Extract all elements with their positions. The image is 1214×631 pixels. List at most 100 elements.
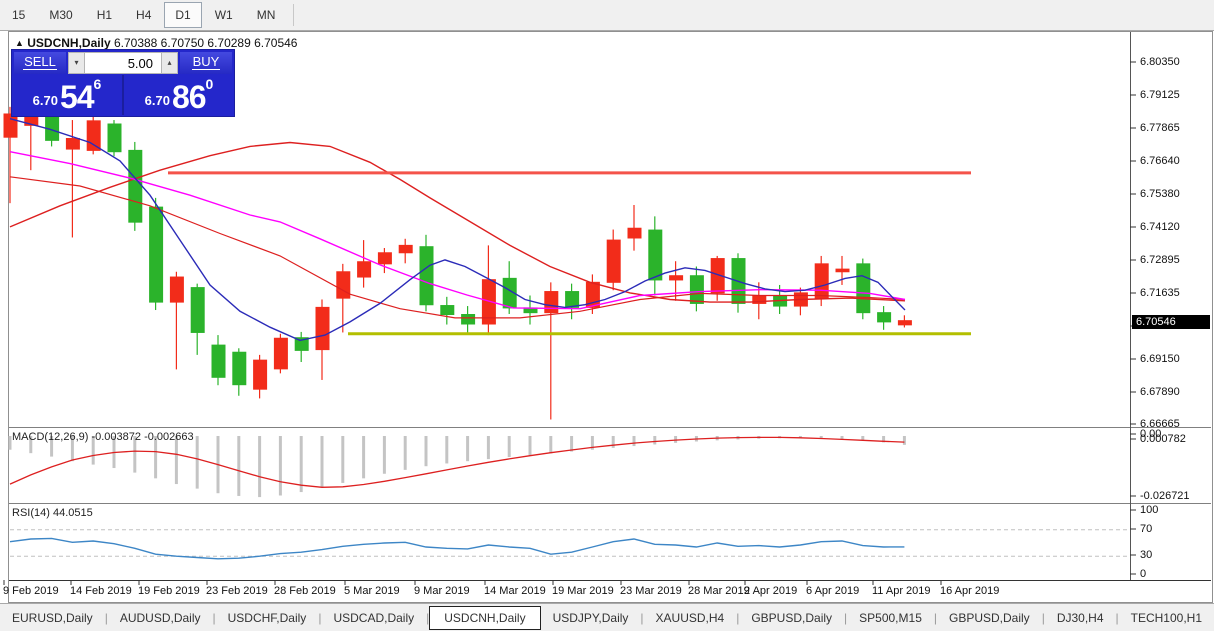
candle-body: [86, 120, 101, 151]
tab-separator: |: [736, 611, 740, 625]
price-axis-label: 6.76640: [1140, 155, 1180, 167]
macd-axis-label: -0.026721: [1140, 490, 1190, 502]
price-axis-label: 6.79125: [1140, 89, 1180, 101]
price-divider: [122, 75, 124, 115]
symbol-tab-tech100-11[interactable]: TECH100,H1: [1130, 611, 1202, 625]
volume-increase-button[interactable]: ▴: [161, 52, 178, 74]
date-label: 2 Apr 2019: [744, 585, 798, 597]
sell-price-small: 6.70: [32, 93, 58, 108]
candle-body: [294, 337, 309, 351]
candle-body: [606, 239, 621, 283]
date-label: 23 Feb 2019: [206, 585, 268, 597]
volume-spinner: ▾ ▴: [68, 52, 178, 74]
rsi-axis-label: 100: [1140, 504, 1159, 516]
tab-separator: |: [104, 611, 108, 625]
buy-price-sup: 0: [205, 76, 214, 92]
candle-body: [128, 149, 143, 223]
symbol-tab-bar: EURUSD,Daily | AUDUSD,Daily | USDCHF,Daily | U…: [0, 603, 1214, 631]
price-axis-label: 6.66665: [1140, 418, 1180, 430]
timeframe-button-15[interactable]: 15: [12, 8, 26, 22]
timeframe-button-m30[interactable]: M30: [49, 8, 73, 22]
date-label: 6 Apr 2019: [806, 585, 860, 597]
toolbar-separator: [293, 4, 295, 26]
candle-body: [648, 229, 663, 281]
sell-price-big: 54: [59, 79, 95, 115]
timeframe-button-mn[interactable]: MN: [256, 8, 276, 22]
chart-symbol-period: USDCNH,Daily: [27, 36, 111, 50]
price-axis-label: 6.72895: [1140, 254, 1180, 266]
timeframe-toolbar: 15 M30 H1 H4 D1 W1 MN: [0, 0, 1214, 31]
candle-body: [149, 206, 164, 303]
price-axis-label: 6.75380: [1140, 188, 1180, 200]
candle-body: [107, 123, 122, 153]
sell-button[interactable]: SELL: [14, 52, 66, 74]
volume-decrease-button[interactable]: ▾: [68, 52, 85, 74]
date-label: 11 Apr 2019: [872, 585, 931, 597]
rsi-axis-label: 0: [1140, 568, 1147, 580]
symbol-tab-sp500-8[interactable]: SP500,M15: [859, 611, 922, 625]
date-label: 19 Feb 2019: [138, 585, 200, 597]
symbol-tab-usdjpy-5[interactable]: USDJPY,Daily: [552, 611, 629, 625]
buy-price-small: 6.70: [144, 93, 170, 108]
candle-body: [65, 138, 80, 150]
candle-body: [315, 306, 330, 351]
candle-body: [669, 275, 684, 281]
sell-button-label: SELL: [23, 54, 57, 70]
price-axis-label: 6.80350: [1140, 56, 1180, 68]
timeframe-button-h4[interactable]: H4: [136, 8, 152, 22]
symbol-tab-eurusd-0[interactable]: EURUSD,Daily: [12, 611, 93, 625]
timeframe-button-w1[interactable]: W1: [214, 8, 233, 22]
buy-button[interactable]: BUY: [180, 52, 232, 74]
volume-input[interactable]: [85, 52, 161, 74]
candle-body: [336, 271, 351, 299]
buy-price-display[interactable]: 6.70 86 0: [124, 75, 234, 115]
chevron-down-icon: ▾: [74, 58, 79, 67]
symbol-tab-usdchf-2[interactable]: USDCHF,Daily: [227, 611, 307, 625]
candle-body: [544, 291, 559, 314]
tab-separator: |: [1041, 611, 1045, 625]
date-label: 28 Feb 2019: [274, 585, 336, 597]
symbol-marker-icon: ▲: [15, 38, 24, 48]
symbol-tab-dj30-10[interactable]: DJ30,H4: [1056, 611, 1104, 625]
price-axis-label: 6.77865: [1140, 122, 1180, 134]
tab-separator: |: [212, 611, 216, 625]
symbol-tab-audusd-1[interactable]: AUDUSD,Daily: [119, 611, 201, 625]
candle-body: [565, 291, 580, 308]
date-label: 14 Feb 2019: [70, 585, 132, 597]
candle-body: [627, 227, 642, 239]
date-label: 5 Mar 2019: [344, 585, 400, 597]
rsi-axis-label: 30: [1140, 549, 1153, 561]
macd-signal-line: [9, 436, 905, 488]
buy-price-big: 86: [171, 79, 207, 115]
price-axis-label: 6.71635: [1140, 287, 1180, 299]
timeframe-button-h1[interactable]: H1: [96, 8, 113, 22]
candle-body: [835, 268, 850, 273]
candle-body: [710, 258, 725, 294]
date-label: 9 Feb 2019: [3, 585, 59, 597]
buy-button-label: BUY: [191, 54, 221, 70]
rsi-axis-label: 70: [1140, 523, 1153, 535]
symbol-tab-usdcnh-4[interactable]: USDCNH,Daily: [429, 606, 541, 630]
price-axis-label: 6.67890: [1140, 386, 1180, 398]
symbol-tab-gbpusd-7[interactable]: GBPUSD,Daily: [751, 611, 833, 625]
candle-body: [3, 113, 18, 138]
candle-body: [440, 305, 455, 316]
sell-price-display[interactable]: 6.70 54 6: [12, 75, 122, 115]
candle-body: [502, 277, 517, 309]
candle-body: [419, 246, 434, 306]
date-label: 19 Mar 2019: [552, 585, 614, 597]
timeframe-button-d1[interactable]: D1: [164, 2, 202, 28]
current-price-tag: 6.70546: [1132, 315, 1210, 329]
symbol-tab-gbpusd-9[interactable]: GBPUSD,Daily: [949, 611, 1030, 625]
ma-blue-line: [9, 118, 906, 342]
price-axis-label: 6.74120: [1140, 221, 1180, 233]
candle-body: [398, 244, 413, 254]
sell-price-sup: 6: [93, 76, 102, 92]
tab-separator: |: [318, 611, 322, 625]
tab-separator: |: [640, 611, 644, 625]
price-axis-label: 6.69150: [1140, 353, 1180, 365]
symbol-tab-usdcad-3[interactable]: USDCAD,Daily: [333, 611, 415, 625]
symbol-tab-xauusd-6[interactable]: XAUUSD,H4: [655, 611, 725, 625]
candle-body: [689, 275, 704, 304]
